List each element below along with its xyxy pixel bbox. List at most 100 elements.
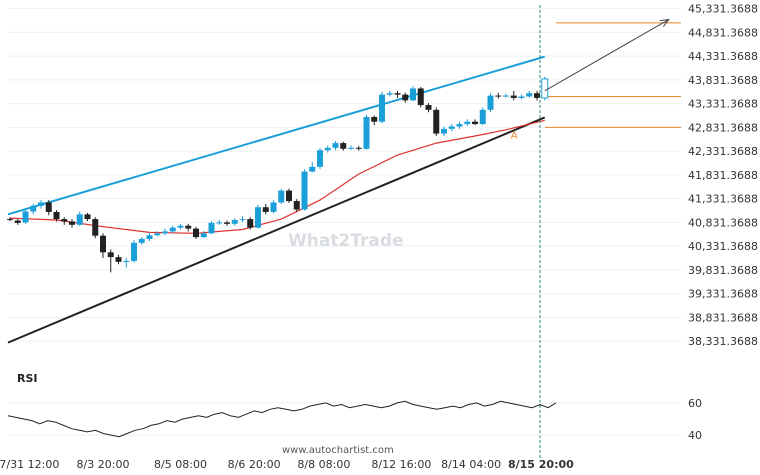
x-tick-label: 8/12 16:00 xyxy=(371,458,431,471)
candle-body xyxy=(433,109,440,134)
candle-body xyxy=(324,147,331,151)
y-tick-label: 43,831.3688 xyxy=(688,74,758,87)
candle xyxy=(425,103,432,113)
x-tick-label: 8/5 08:00 xyxy=(154,458,207,471)
candle-body xyxy=(262,207,269,212)
candle-body xyxy=(115,257,122,262)
candle xyxy=(231,218,238,226)
candle xyxy=(185,223,192,232)
candle-body xyxy=(456,124,463,127)
candle xyxy=(286,188,292,203)
candle xyxy=(177,223,184,230)
candle xyxy=(262,203,269,215)
candle-body xyxy=(309,166,316,172)
candle xyxy=(255,204,261,229)
candle-body xyxy=(45,202,52,212)
candle-body xyxy=(386,93,393,95)
x-tick-label: 7/31 12:00 xyxy=(0,458,59,471)
candle-body xyxy=(146,235,153,240)
candle-body xyxy=(76,214,83,225)
candle xyxy=(138,237,145,245)
candle-body xyxy=(441,128,447,134)
candle xyxy=(45,200,52,216)
candle xyxy=(115,254,122,265)
candle xyxy=(464,119,471,126)
candle-body xyxy=(495,95,502,97)
y-tick-label: 38,331.3688 xyxy=(688,335,758,348)
candle xyxy=(61,217,68,225)
y-tick-label: 44,831.3688 xyxy=(688,26,758,39)
candle xyxy=(324,145,331,153)
candle-body xyxy=(61,219,68,222)
candlesticks xyxy=(7,76,549,273)
rsi-tick-label: 40 xyxy=(688,429,702,442)
y-tick-label: 40,831.3688 xyxy=(688,216,758,229)
y-tick-label: 44,331.3688 xyxy=(688,50,758,63)
candle xyxy=(363,114,370,150)
candle xyxy=(30,203,37,215)
y-tick-label: 39,831.3688 xyxy=(688,264,758,277)
credit-text: www.autochartist.com xyxy=(282,445,394,456)
projection-arrowhead xyxy=(659,18,670,28)
candle xyxy=(441,126,447,136)
candle-body xyxy=(348,147,354,149)
candle-body xyxy=(464,121,471,125)
candle xyxy=(270,200,277,214)
pattern-mark-label: A xyxy=(511,130,518,141)
candle-body xyxy=(293,201,300,210)
candle-body xyxy=(301,171,308,210)
candle-body xyxy=(193,228,199,238)
candle xyxy=(526,90,533,98)
candle-body xyxy=(286,190,292,202)
y-tick-label: 41,831.3688 xyxy=(688,169,758,182)
candle xyxy=(200,230,207,239)
candle xyxy=(433,107,440,136)
candle xyxy=(84,212,91,221)
y-tick-label: 38,831.3688 xyxy=(688,311,758,324)
candle-body xyxy=(53,211,60,220)
moving-average-line xyxy=(9,119,545,234)
candle-body xyxy=(131,242,137,261)
candle-body xyxy=(270,202,277,212)
y-tick-label: 45,331.3688 xyxy=(688,3,758,16)
candle-body xyxy=(100,235,106,253)
candle-body xyxy=(394,93,401,95)
candle xyxy=(379,91,385,124)
candle-body xyxy=(14,220,21,223)
candle-body xyxy=(255,207,261,228)
candle-body xyxy=(472,121,478,125)
candle-body xyxy=(487,95,494,110)
grid-lines xyxy=(8,8,682,342)
candle xyxy=(386,90,393,97)
candle-body xyxy=(239,219,246,221)
candle xyxy=(541,76,549,101)
candle-body xyxy=(224,222,230,224)
candle xyxy=(309,162,316,173)
candle-body xyxy=(371,116,378,122)
candle xyxy=(22,209,29,224)
candle xyxy=(394,90,401,98)
candle-body xyxy=(200,233,207,238)
candle xyxy=(348,145,354,150)
candle xyxy=(69,219,75,228)
candle xyxy=(495,92,502,99)
candle xyxy=(169,225,176,234)
x-tick-label: 8/15 20:00 xyxy=(508,458,574,471)
candle-body xyxy=(402,94,409,101)
candle-body xyxy=(479,109,486,125)
candle-body xyxy=(278,190,285,203)
candle-body xyxy=(518,96,525,98)
candle xyxy=(534,90,540,101)
rsi-panel: 60 40 xyxy=(7,397,702,442)
candle-body xyxy=(30,205,37,212)
candle xyxy=(224,220,230,226)
candle xyxy=(518,94,525,100)
candle xyxy=(38,200,44,209)
candle xyxy=(301,169,308,211)
candle xyxy=(472,119,478,126)
candle xyxy=(456,121,463,129)
pattern-marks: A xyxy=(511,130,518,141)
y-tick-label: 42,831.3688 xyxy=(688,121,758,134)
candle xyxy=(53,210,60,222)
candle-body xyxy=(340,143,347,149)
